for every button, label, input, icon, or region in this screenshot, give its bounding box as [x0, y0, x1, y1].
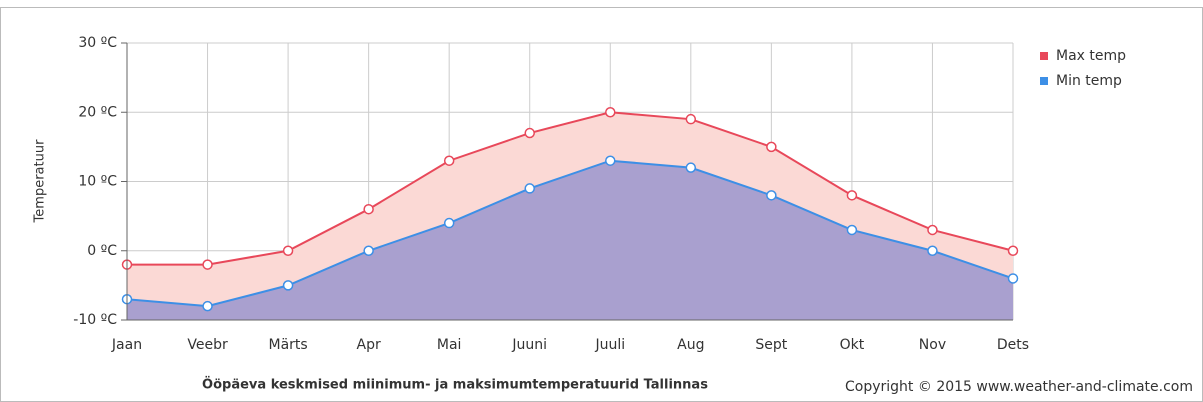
x-tick-label: Dets	[997, 337, 1029, 353]
legend-label: Max temp	[1056, 48, 1126, 64]
x-tick-label: Okt	[840, 337, 865, 353]
point	[282, 280, 294, 291]
x-tick-label: Sept	[755, 337, 787, 353]
legend-swatch	[1040, 77, 1048, 85]
series-line	[126, 159, 1014, 308]
y-tick-label: 30 ºC	[78, 35, 117, 51]
point	[605, 107, 616, 118]
x-tick-label: Jaan	[111, 337, 142, 353]
y-tick-label: -10 ºC	[73, 312, 117, 328]
point	[927, 224, 938, 236]
y-tick-label: 0 ºC	[87, 243, 117, 259]
point	[202, 300, 213, 312]
y-tick-label: 20 ºC	[78, 104, 117, 120]
chart-title: Ööpäeva keskmised miinimum- ja maksimumt…	[202, 377, 708, 393]
x-tick-label: Juuni	[511, 337, 547, 353]
point	[685, 162, 697, 173]
point	[202, 259, 213, 270]
legend-label: Min temp	[1056, 73, 1122, 89]
point	[1007, 245, 1019, 256]
point	[766, 190, 777, 201]
x-tick-label: Aug	[677, 337, 704, 353]
legend-swatch	[1040, 52, 1048, 60]
y-tick-label: 10 ºC	[78, 174, 117, 190]
area-fill	[127, 160, 1013, 320]
y-axis-label: Temperatuur	[33, 139, 48, 224]
point	[443, 155, 455, 166]
x-tick-label: Juuli	[594, 337, 625, 353]
x-tick-label: Apr	[357, 337, 381, 353]
copyright: Copyright © 2015 www.weather-and-climate…	[845, 379, 1193, 395]
point	[766, 141, 777, 153]
point	[443, 217, 455, 229]
point	[927, 245, 938, 256]
point	[846, 224, 858, 236]
series-line	[127, 111, 1014, 266]
x-tick-label: Nov	[919, 337, 946, 353]
x-tick-label: Veebr	[187, 337, 228, 353]
point	[605, 155, 616, 166]
x-tick-label: Märts	[268, 337, 307, 353]
point	[685, 113, 697, 125]
point	[524, 127, 535, 139]
point	[846, 190, 858, 201]
point	[524, 183, 535, 194]
x-tick-label: Mai	[437, 337, 462, 353]
point	[1007, 273, 1019, 284]
point	[363, 203, 374, 215]
point	[282, 245, 294, 256]
point	[363, 245, 374, 256]
